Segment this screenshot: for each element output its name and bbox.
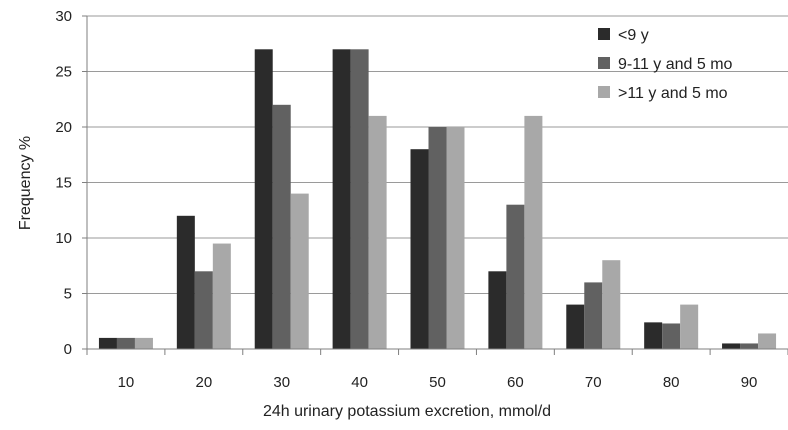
x-tick-label: 90 (741, 374, 758, 391)
bar (506, 204, 525, 349)
y-tick-label: 0 (64, 341, 72, 358)
legend-swatch (598, 57, 610, 69)
x-tick-label: 10 (118, 374, 135, 391)
y-tick-label: 20 (55, 119, 72, 136)
bar (98, 337, 117, 349)
x-tick-label: 50 (429, 374, 446, 391)
y-tick-labels: 0 5 10 15 20 25 30 (55, 8, 72, 358)
x-tick-label: 20 (195, 374, 212, 391)
legend-label: <9 y (618, 27, 649, 44)
bar (176, 215, 195, 349)
bar (662, 323, 681, 349)
x-tick-labels: 10 20 30 40 50 60 70 80 90 (118, 374, 758, 391)
bar (584, 282, 603, 349)
bar (134, 337, 153, 349)
bar (350, 49, 369, 350)
bar (332, 49, 351, 350)
bar (488, 271, 507, 349)
axes (82, 15, 788, 355)
y-tick-label: 10 (55, 230, 72, 247)
bar (680, 304, 699, 349)
bar (194, 271, 213, 349)
legend-swatch (598, 28, 610, 40)
legend-label: >11 y and 5 mo (618, 85, 728, 102)
x-axis-title: 24h urinary potassium excretion, mmol/d (263, 403, 551, 420)
bar (758, 333, 777, 349)
bar (272, 104, 291, 349)
bar (722, 343, 741, 349)
bar (290, 193, 309, 349)
bar (368, 115, 387, 350)
x-tick-label: 60 (507, 374, 524, 391)
x-tick-label: 40 (351, 374, 368, 391)
y-axis-title: Frequency % (17, 136, 34, 230)
y-tick-label: 5 (64, 286, 72, 303)
legend-label: 9-11 y and 5 mo (618, 56, 733, 73)
legend-swatch (598, 86, 610, 98)
y-tick-label: 25 (55, 64, 72, 81)
bar (410, 149, 429, 349)
bars (98, 49, 777, 350)
x-tick-label: 80 (663, 374, 680, 391)
bar (116, 337, 135, 349)
bar (212, 243, 231, 349)
x-tick-label: 30 (273, 374, 290, 391)
bar (254, 49, 273, 350)
bar (644, 322, 663, 349)
bar (602, 260, 621, 349)
bar (566, 304, 585, 349)
x-tick-label: 70 (585, 374, 602, 391)
bar (524, 115, 543, 350)
bar (428, 127, 447, 349)
bar (446, 127, 465, 349)
y-tick-label: 30 (55, 8, 72, 25)
bar (740, 343, 759, 349)
legend: <9 y 9-11 y and 5 mo >11 y and 5 mo (598, 27, 733, 102)
y-tick-label: 15 (55, 175, 72, 192)
